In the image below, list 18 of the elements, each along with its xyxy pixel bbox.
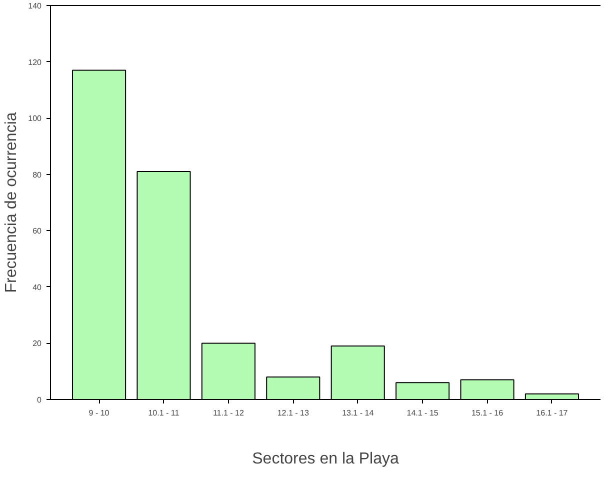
x-tick-label: 15.1 - 16 (471, 408, 504, 418)
x-tick-label: 9 - 10 (88, 408, 110, 418)
y-axis-title: Frecuencia de ocurrencia (3, 112, 20, 293)
y-tick-label: 20 (32, 339, 42, 348)
y-tick-label: 140 (28, 2, 42, 10)
x-tick-label: 16.1 - 17 (536, 408, 568, 418)
x-tick-label: 10.1 - 11 (148, 408, 180, 418)
x-axis-title: Sectores en la Playa (252, 450, 399, 468)
y-tick-label: 40 (32, 282, 42, 292)
y-tick-label: 100 (28, 114, 42, 124)
y-tick-label: 0 (37, 396, 42, 404)
x-tick-label: 12.1 - 13 (277, 408, 310, 418)
x-tick-label: 14.1 - 15 (406, 408, 439, 418)
y-tick-label: 120 (28, 58, 42, 67)
y-tick-label: 60 (32, 226, 42, 236)
x-tick-label: 11.1 - 12 (212, 408, 244, 418)
y-tick-label: 80 (32, 170, 42, 180)
x-tick-label: 13.1 - 14 (342, 408, 374, 418)
